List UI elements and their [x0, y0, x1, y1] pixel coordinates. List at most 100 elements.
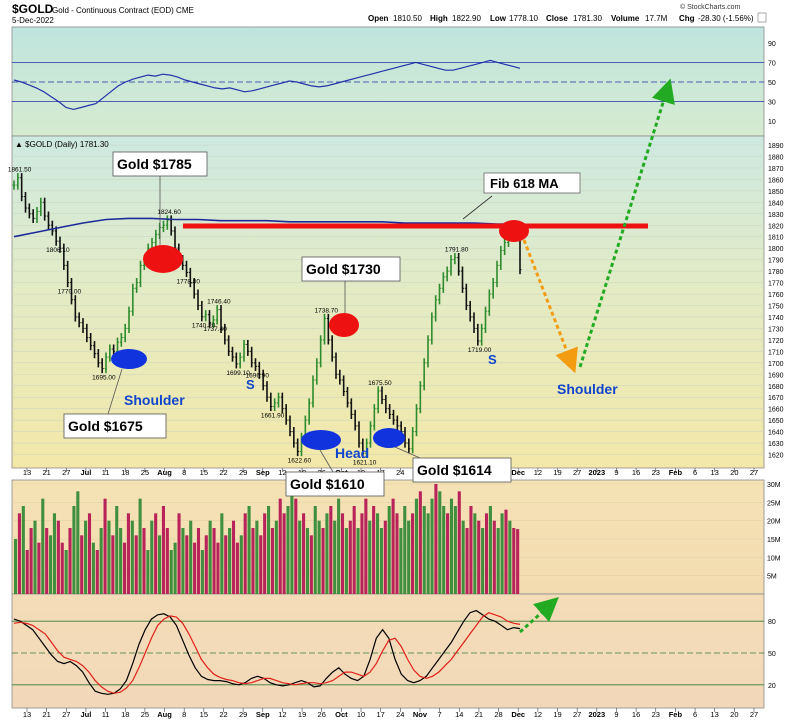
- volume-bar: [165, 528, 169, 594]
- volume-bar: [333, 520, 337, 594]
- price-tick-label: 1680: [768, 384, 784, 391]
- x-axis-label: 8: [182, 468, 186, 477]
- volume-bar: [45, 528, 49, 594]
- x-axis-label: 17: [377, 710, 385, 719]
- price-tick-label: 1860: [768, 177, 784, 184]
- volume-bar: [290, 491, 294, 594]
- x-axis-label: 12: [278, 710, 286, 719]
- volume-bar: [352, 506, 356, 594]
- volume-bar: [356, 528, 360, 594]
- rsi-line: [13, 59, 521, 111]
- x-axis-label: 27: [62, 468, 70, 477]
- volume-bar: [504, 509, 508, 594]
- x-axis-label: 23: [652, 710, 660, 719]
- volume-bar: [25, 550, 29, 594]
- price-value-label: 1737.40: [203, 326, 227, 333]
- x-axis-label: Oct: [335, 710, 348, 719]
- volume-bar: [150, 520, 154, 594]
- volume-bar: [457, 491, 461, 594]
- volume-bar: [516, 529, 520, 594]
- volume-bar: [488, 506, 492, 594]
- stoch-k-line: [13, 609, 521, 695]
- fib-label-box: [483, 172, 581, 194]
- volume-bar: [294, 498, 298, 594]
- x-axis-label: Sep: [256, 710, 270, 719]
- volume-tick-label: 30M: [767, 482, 781, 489]
- volume-bar: [111, 535, 115, 594]
- volume-bar: [231, 520, 236, 594]
- volume-bar: [52, 513, 57, 594]
- price-value-label: 1622.60: [288, 458, 312, 465]
- x-axis-label: Aug: [157, 468, 172, 477]
- volume-bar: [461, 520, 465, 594]
- volume-bar: [107, 520, 111, 594]
- volume-bar: [169, 550, 173, 594]
- volume-bar: [313, 506, 317, 594]
- volume-bar: [512, 528, 516, 594]
- volume-bar: [158, 535, 162, 594]
- volume-bar: [247, 506, 251, 594]
- x-axis-label: 22: [219, 468, 227, 477]
- volume-bar: [161, 506, 165, 594]
- orange-projection-arrow: [522, 239, 578, 374]
- volume-tick-label: 25M: [767, 500, 781, 507]
- price-tick-label: 1770: [768, 281, 784, 288]
- x-axis-label: 27: [750, 468, 758, 477]
- volume-bar: [465, 528, 469, 594]
- volume-bar: [189, 520, 193, 594]
- volume-tick-label: 15M: [767, 537, 781, 544]
- price-value-label: 1675.50: [368, 380, 392, 387]
- x-axis-label: 6: [693, 710, 697, 719]
- volume-bar: [204, 535, 208, 594]
- symbol: $GOLD: [12, 2, 54, 16]
- x-axis-label: Dec: [511, 468, 525, 477]
- volume-bar: [64, 550, 68, 594]
- price-value-label: 1719.00: [468, 347, 492, 354]
- volume-bar: [282, 513, 286, 594]
- volume-bar: [305, 528, 310, 594]
- price-tick-label: 1620: [768, 453, 784, 460]
- price-tick-label: 1850: [768, 189, 784, 196]
- price-panel: [11, 135, 765, 469]
- label-head: Head: [335, 445, 369, 461]
- volume-bar: [274, 520, 278, 594]
- fib-label: Fib 618 MA: [490, 176, 559, 191]
- volume-bar: [255, 520, 259, 594]
- price-tick-label: 1760: [768, 292, 784, 299]
- x-axis-label: 7: [438, 710, 442, 719]
- price-tick-label: 1690: [768, 372, 784, 379]
- marker-blue-right: [373, 428, 405, 448]
- subtitle: Gold - Continuous Contract (EOD) CME: [52, 6, 194, 15]
- volume-bar: [372, 506, 376, 594]
- volume-tick-label: 10M: [767, 555, 781, 562]
- marker-blue-shoulder: [111, 349, 147, 369]
- volume-bar: [251, 528, 255, 594]
- volume-bar: [185, 535, 189, 594]
- price-tick-label: 1840: [768, 200, 784, 207]
- volume-bar: [387, 506, 391, 594]
- x-axis-label: Dec: [511, 710, 525, 719]
- volume-bar: [473, 513, 477, 594]
- volume-label: Volume: [611, 14, 640, 23]
- volume-bar: [407, 520, 411, 594]
- x-axis-label: 26: [318, 710, 326, 719]
- x-axis-label: 9: [614, 468, 618, 477]
- x-axis-label: 13: [711, 710, 719, 719]
- stoch-tick-label: 50: [768, 651, 776, 658]
- x-axis-label: 13: [23, 710, 31, 719]
- x-axis-label: Feb: [669, 710, 683, 719]
- high-label: High: [430, 14, 448, 23]
- volume-bar: [399, 528, 403, 594]
- label-shoulder-left: Shoulder: [124, 392, 185, 408]
- x-axis-label: 12: [278, 468, 286, 477]
- price-value-label: 1770.00: [58, 289, 82, 296]
- volume-bar: [60, 542, 64, 594]
- x-axis-label: 15: [200, 468, 208, 477]
- price-tick-label: 1880: [768, 154, 784, 161]
- x-axis-label: 12: [534, 710, 542, 719]
- price-tick-label: 1790: [768, 258, 784, 265]
- volume-bar: [368, 520, 372, 594]
- volume-bar: [446, 513, 450, 594]
- x-axis-label: 21: [475, 710, 483, 719]
- x-axis-label: Jul: [81, 468, 92, 477]
